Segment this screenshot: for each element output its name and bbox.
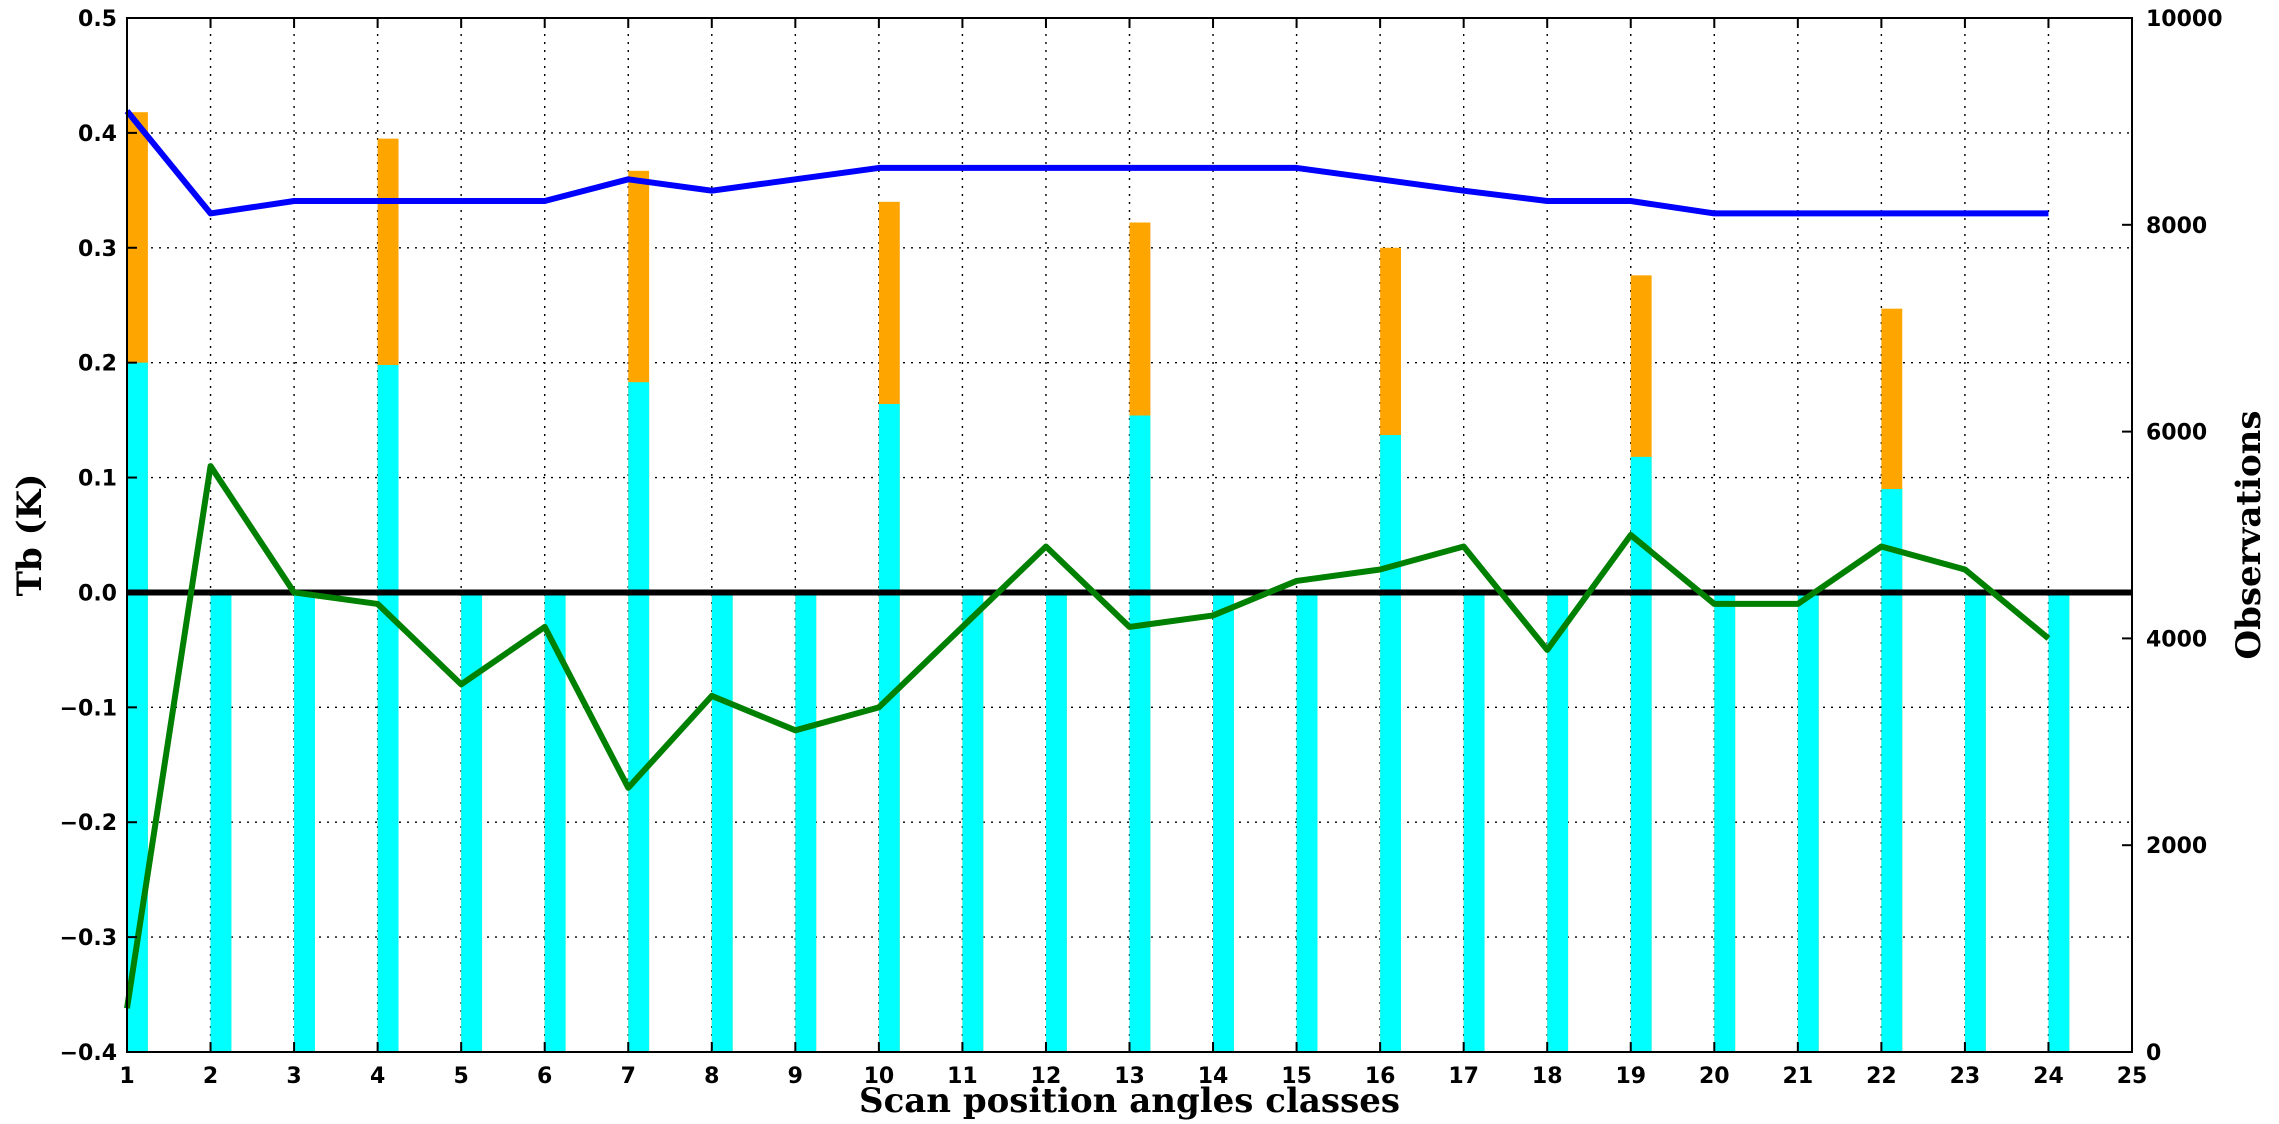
x-tick-label: 20 — [1699, 1064, 1730, 1089]
x-tick-label: 8 — [704, 1064, 719, 1089]
x-tick-label: 23 — [1950, 1064, 1981, 1089]
y2-tick-label: 6000 — [2146, 421, 2207, 446]
bar — [1213, 592, 1234, 1052]
y2-axis-title: Observations — [2229, 410, 2269, 659]
bar — [1714, 592, 1736, 1052]
y-axis-title: Tb (K) — [10, 474, 50, 597]
x-tick-label: 3 — [286, 1064, 301, 1089]
y2-tick-label: 8000 — [2146, 214, 2207, 239]
x-tick-label: 19 — [1615, 1064, 1646, 1089]
bar — [2048, 592, 2070, 1052]
x-tick-label: 15 — [1281, 1064, 1312, 1089]
x-axis-title: Scan position angles classes — [859, 1081, 1400, 1121]
x-tick-label: 4 — [370, 1064, 385, 1089]
x-tick-label: 12 — [1031, 1064, 1062, 1089]
x-tick-label: 10 — [864, 1064, 895, 1089]
bar — [377, 364, 399, 1052]
bar — [1463, 592, 1485, 1052]
bar — [1881, 489, 1903, 1052]
bar — [1964, 592, 1986, 1052]
x-tick-label: 2 — [203, 1064, 218, 1089]
bar — [1296, 592, 1318, 1052]
bar — [1547, 592, 1569, 1052]
x-tick-label: 22 — [1866, 1064, 1897, 1089]
y-tick-label: −0.4 — [60, 1041, 117, 1066]
series-line — [124, 463, 2051, 1009]
bar — [878, 404, 900, 1052]
x-tick-label: 25 — [2117, 1064, 2148, 1089]
bar — [1045, 592, 1067, 1052]
bar — [795, 592, 817, 1052]
y-tick-label: 0.3 — [78, 237, 117, 262]
y-tick-label: −0.3 — [60, 926, 117, 951]
y2-tick-label: 10000 — [2146, 7, 2223, 32]
x-tick-label: 5 — [454, 1064, 469, 1089]
y2-tick-label: 4000 — [2146, 627, 2207, 652]
bar — [461, 592, 483, 1052]
bar — [1380, 435, 1402, 1053]
y2-tick-label: 2000 — [2146, 834, 2207, 859]
x-tick-label: 16 — [1365, 1064, 1396, 1089]
bar — [711, 592, 733, 1052]
x-tick-label: 17 — [1448, 1064, 1479, 1089]
x-tick-label: 21 — [1783, 1064, 1814, 1089]
y-tick-label: 0.0 — [78, 581, 117, 606]
bar — [628, 382, 650, 1053]
bar — [1630, 456, 1652, 1052]
bar — [962, 592, 984, 1052]
x-tick-label: 9 — [788, 1064, 803, 1089]
bar — [1797, 592, 1819, 1052]
y2-tick-label: 0 — [2146, 1041, 2161, 1066]
lines — [124, 109, 2051, 1009]
series-line — [124, 109, 2049, 217]
x-tick-label: 11 — [947, 1064, 978, 1089]
y-tick-label: −0.1 — [60, 696, 117, 721]
y-tick-label: −0.2 — [60, 811, 117, 836]
x-tick-label: 6 — [537, 1064, 552, 1089]
ticks: 1 2 3 4 5 6 7 8 9 10 11 12 13 14 15 16 17 18 19 20 21 22 23 24 2… — [60, 7, 2223, 1089]
y-tick-label: 0.5 — [78, 7, 117, 32]
x-tick-label: 7 — [621, 1064, 636, 1089]
x-tick-label: 1 — [119, 1064, 134, 1089]
bar — [294, 592, 315, 1052]
bar — [544, 592, 566, 1052]
bars — [127, 112, 2070, 1053]
y-tick-label: 0.2 — [78, 352, 117, 377]
y-tick-label: 0.4 — [78, 122, 117, 147]
x-tick-label: 18 — [1532, 1064, 1563, 1089]
bar — [127, 362, 148, 1053]
x-tick-label: 13 — [1114, 1064, 1145, 1089]
bar — [1129, 415, 1151, 1052]
bar — [210, 592, 232, 1052]
x-tick-label: 14 — [1198, 1064, 1229, 1089]
x-tick-label: 24 — [2033, 1064, 2064, 1089]
y-tick-label: 0.1 — [78, 467, 117, 492]
